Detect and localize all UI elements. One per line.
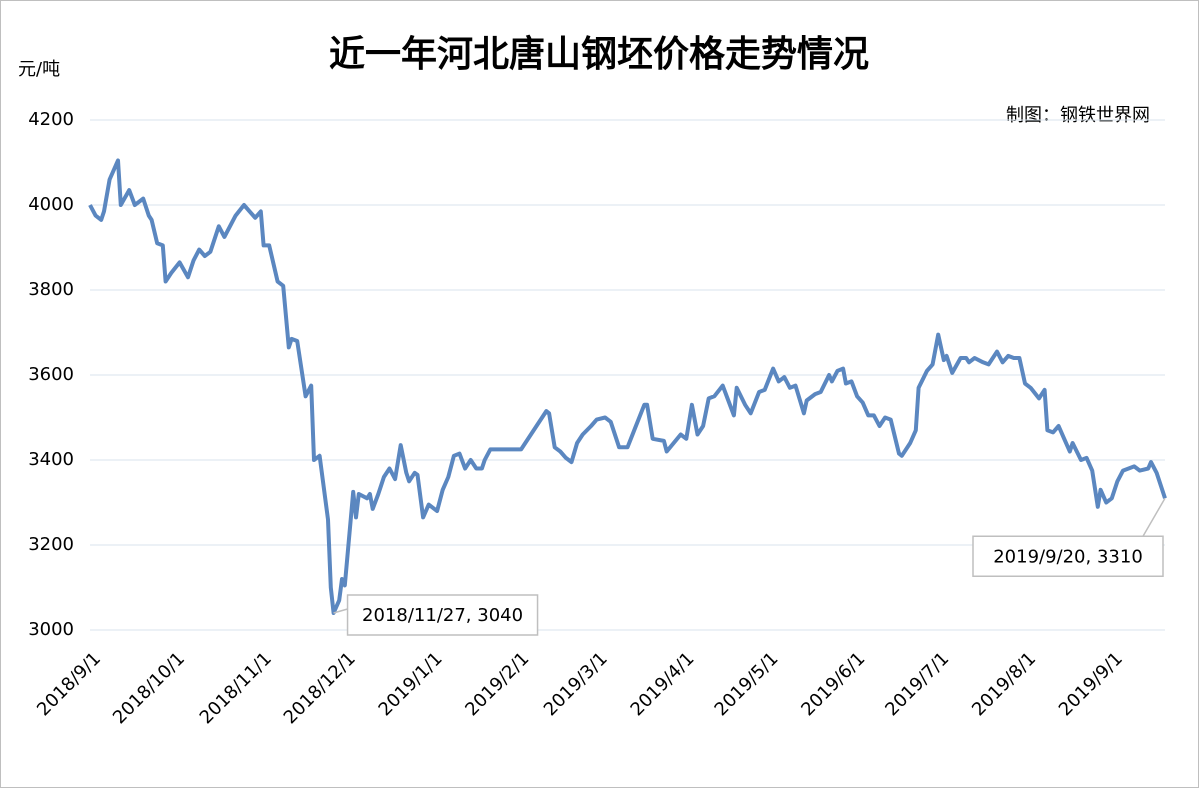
- y-tick-label: 3400: [28, 449, 74, 470]
- y-tick-label: 4200: [28, 109, 74, 130]
- annotation-label: 2019/9/20, 3310: [993, 546, 1143, 567]
- y-tick-label: 3800: [28, 279, 74, 300]
- annotation: 2019/9/20, 3310: [972, 497, 1166, 577]
- y-tick-label: 3200: [28, 534, 74, 555]
- y-axis-label: 元/吨: [18, 59, 60, 80]
- price-line: [88, 158, 1167, 615]
- annotation-box: [972, 535, 1164, 577]
- y-tick-label: 4000: [28, 194, 74, 215]
- chart-title: 近一年河北唐山钢坯价格走势情况: [329, 33, 869, 75]
- y-tick-label: 3000: [28, 619, 74, 640]
- annotation-pointer: [333, 608, 348, 614]
- annotation: 2018/11/27, 3040: [333, 594, 539, 636]
- annotation-label: 2018/11/27, 3040: [362, 605, 523, 626]
- source-note: 制图：钢铁世界网: [1006, 105, 1150, 126]
- annotation-pointer: [1142, 497, 1166, 537]
- annotation-box: [346, 594, 539, 636]
- y-tick-label: 3600: [28, 364, 74, 385]
